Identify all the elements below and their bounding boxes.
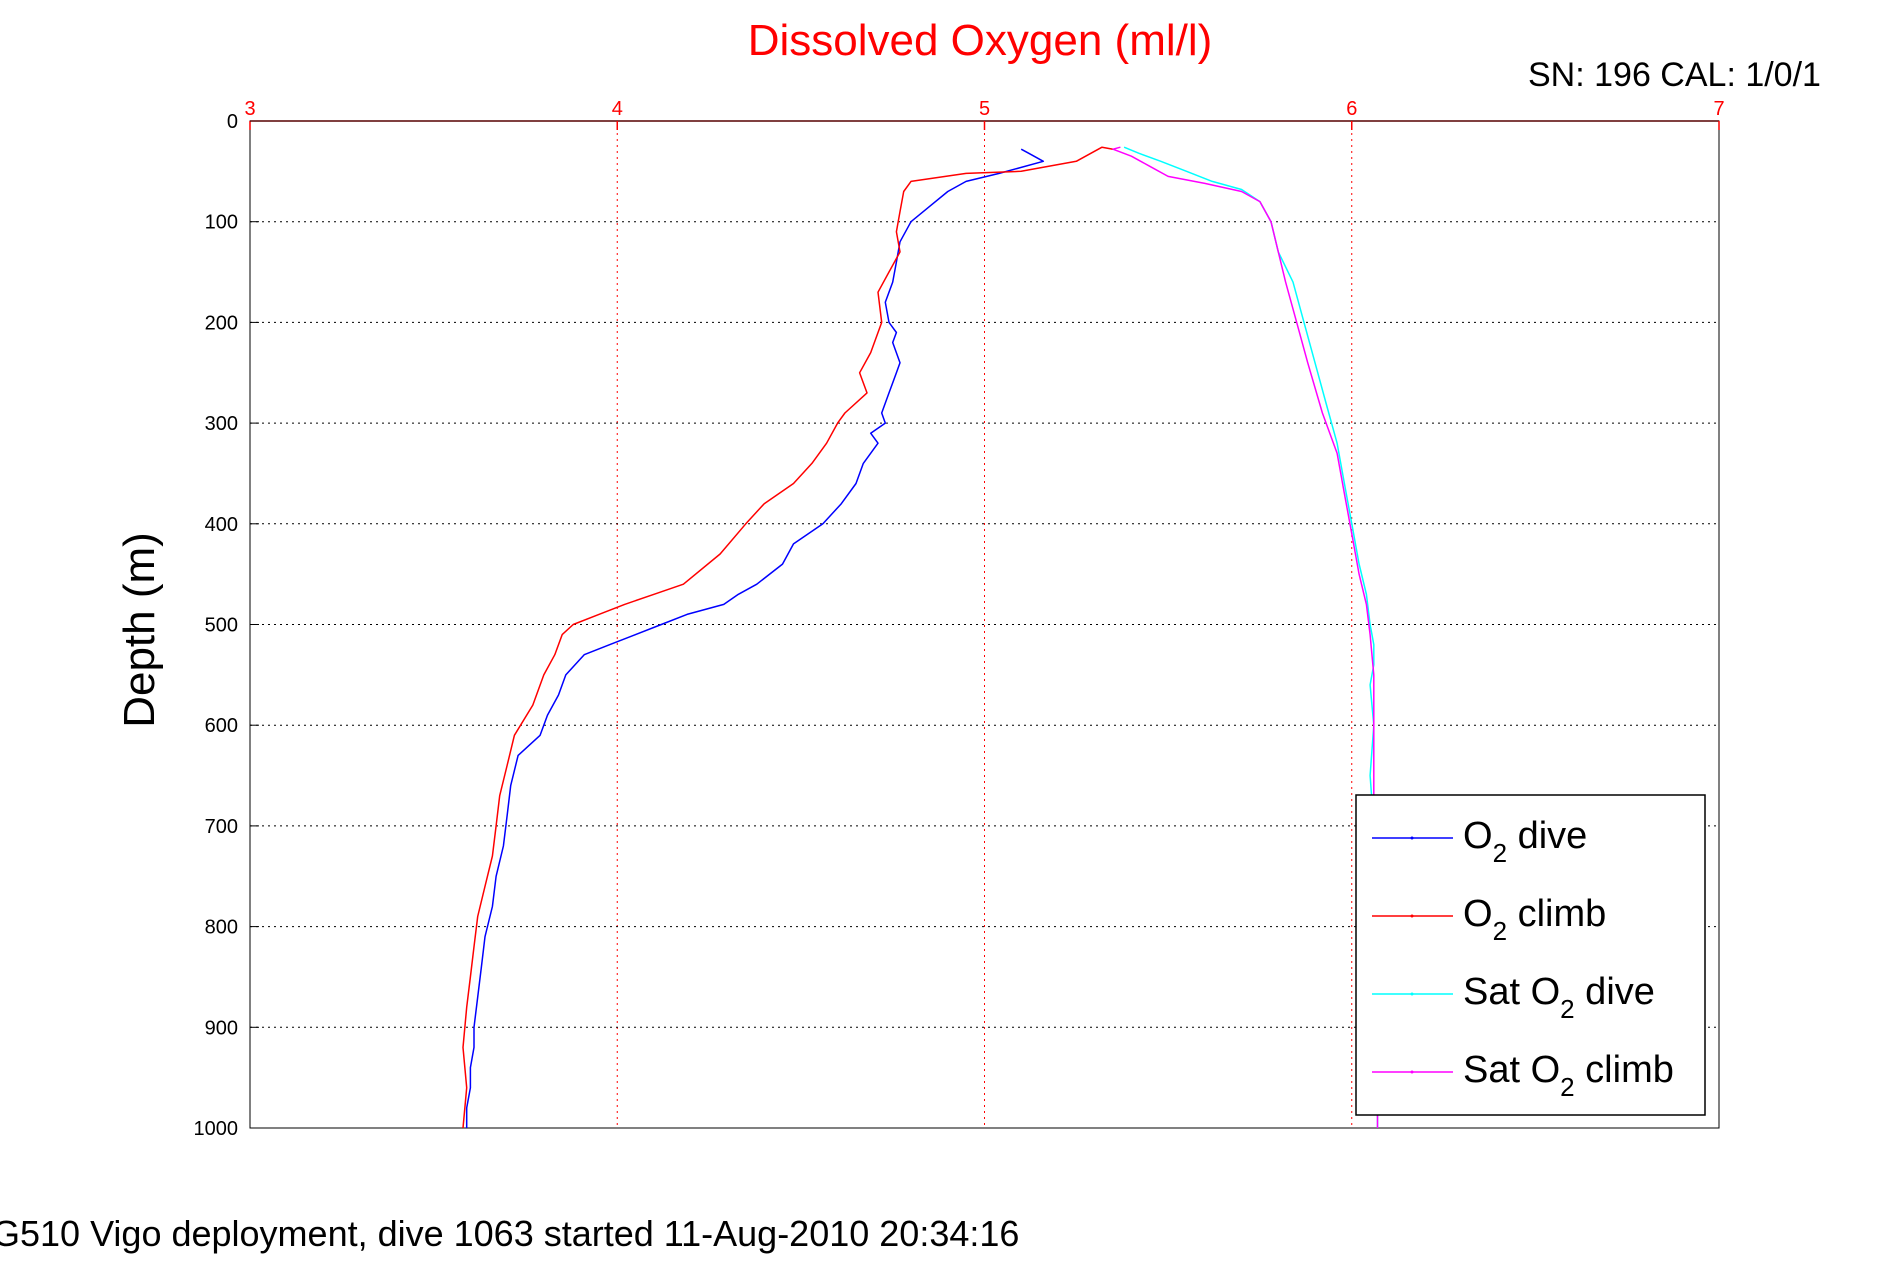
y-tick-label: 300 — [205, 413, 238, 435]
x-tick-label: 3 — [244, 98, 255, 120]
legend: O2 dive O2 climb Sat O2 dive Sat O2 climb — [1355, 794, 1706, 1116]
x-tick-label: 4 — [612, 98, 623, 120]
y-tick-label: 1000 — [194, 1118, 239, 1140]
y-tick-label: 400 — [205, 514, 238, 536]
series-line-sat-o2-climb — [1112, 146, 1379, 1128]
chart-title: Dissolved Oxygen (ml/l) — [748, 16, 1213, 65]
series-line-o2-dive — [465, 148, 1045, 1128]
y-tick-label: 500 — [205, 615, 238, 637]
legend-box — [1355, 794, 1706, 1116]
legend-label-sat-o2-climb: Sat O2 climb — [1463, 1049, 1674, 1102]
y-tick-label: 0 — [227, 111, 238, 133]
x-tick-label: 7 — [1713, 98, 1724, 120]
y-tick-label: 600 — [205, 715, 238, 737]
series-group — [462, 146, 1379, 1129]
legend-marker-sat-o2-climb — [1410, 1070, 1414, 1074]
x-tick-label: 5 — [979, 98, 990, 120]
y-tick-label: 800 — [205, 917, 238, 939]
legend-marker-o2-climb — [1410, 914, 1414, 918]
series-line-o2-climb — [462, 146, 1114, 1129]
footer-caption: G510 Vigo deployment, dive 1063 started … — [0, 1213, 1019, 1254]
y-axis-label: Depth (m) — [115, 532, 164, 728]
serial-calibration-label: SN: 196 CAL: 1/0/1 — [1528, 56, 1821, 94]
x-axis-ticks: 3 4 5 6 7 — [244, 98, 1725, 130]
legend-label-o2-climb: O2 climb — [1463, 893, 1606, 946]
y-tick-label: 700 — [205, 816, 238, 838]
y-tick-label: 900 — [205, 1017, 238, 1039]
legend-marker-sat-o2-dive — [1410, 992, 1414, 996]
y-tick-label: 200 — [205, 312, 238, 334]
legend-label-sat-o2-dive: Sat O2 dive — [1463, 971, 1655, 1024]
legend-label-o2-dive: O2 dive — [1463, 815, 1587, 868]
legend-marker-o2-dive — [1410, 836, 1414, 840]
series-line-sat-o2-dive — [1123, 146, 1379, 1128]
x-tick-label: 6 — [1346, 98, 1357, 120]
y-tick-label: 100 — [205, 212, 238, 234]
y-axis-ticks: 0 100 200 300 400 500 600 700 800 900 1000 — [194, 111, 259, 1140]
